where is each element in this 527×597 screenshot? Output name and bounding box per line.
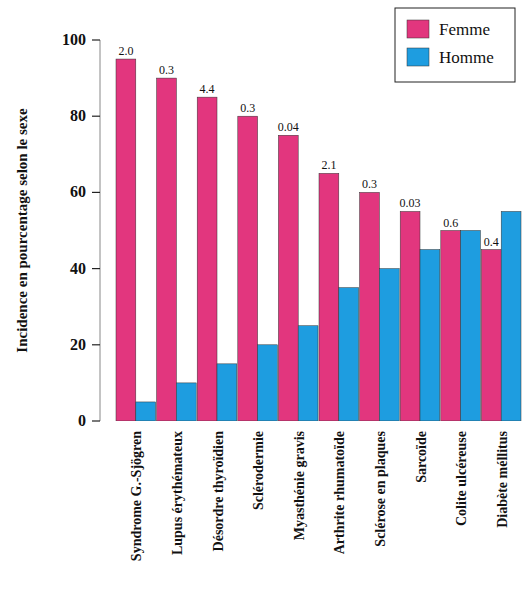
annotation: 0.6 [443,216,458,230]
bar [258,345,278,421]
annotation: 0.4 [484,235,499,249]
category-label: Myasthénie gravis [292,430,307,540]
y-tick [92,116,100,117]
legend-swatch [407,48,429,66]
bar [197,97,217,421]
bar [319,173,339,421]
category-label: Lupus érythémateux [170,431,185,555]
y-tick-label: 80 [70,107,86,124]
bar [379,269,399,421]
category-label: Diabète méllitus [495,430,510,527]
category-label: Sclérodermie [251,431,266,510]
y-axis-label: Incidence en pourcentage selon le sexe [14,108,30,353]
category-label: Sclérose en plaques [373,430,388,546]
annotation: 2.1 [321,158,336,172]
bar [157,78,177,421]
legend-label: Femme [439,20,490,39]
bar [461,231,481,422]
y-tick [92,192,100,193]
bar [339,288,359,421]
y-tick-label: 100 [62,31,86,48]
bar [116,59,136,421]
annotation: 0.04 [278,120,299,134]
annotation: 0.3 [240,101,255,115]
y-tick-label: 40 [70,260,86,277]
category-label: Désordre thyroïdien [211,431,226,552]
bar [278,135,298,421]
category-label: Sarcoïde [414,431,429,483]
annotation: 0.03 [400,196,421,210]
bar [481,250,501,421]
bar [238,116,258,421]
bar [441,231,461,422]
y-axis [100,40,101,421]
bar [217,364,237,421]
y-tick-label: 20 [70,336,86,353]
bar [298,326,318,421]
annotation: 0.3 [362,177,377,191]
legend-swatch [407,20,429,38]
annotation: 0.3 [159,63,174,77]
category-label: Colite ulcéreuse [454,431,469,526]
legend-label: Homme [439,48,494,67]
bar [360,192,380,421]
bar [136,402,156,421]
bars [116,59,521,421]
y-tick [92,268,100,269]
category-label: Arthrite rhumatoïde [332,431,347,554]
bar [400,211,420,421]
y-tick-label: 0 [78,412,86,429]
category-label: Syndrome G.-Sjögren [129,431,144,561]
y-tick [92,420,100,421]
legend-box [395,8,515,82]
y-tick [92,344,100,345]
annotation: 2.0 [118,44,133,58]
bar [420,250,440,421]
chart: 0 20 40 60 80 100 Incidence en pourcentage sel… [0,0,527,597]
annotation: 4.4 [200,82,215,96]
y-tick [92,39,100,40]
bar [176,383,196,421]
y-tick-label: 60 [70,183,86,200]
bar [501,211,521,421]
